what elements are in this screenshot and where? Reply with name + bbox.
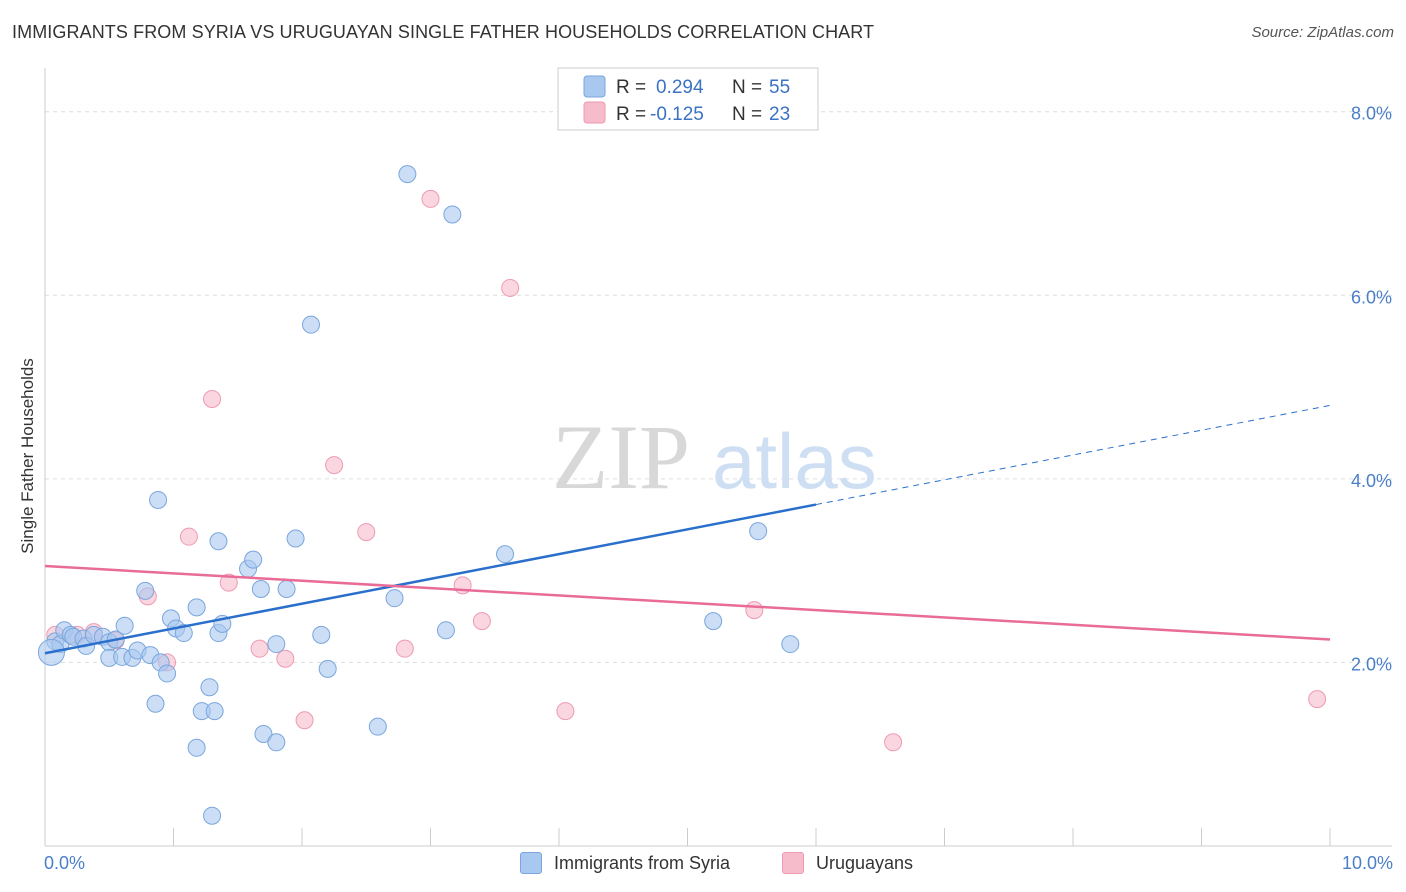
bottom-legend: Immigrants from Syria Uruguayans — [0, 850, 1406, 880]
bottom-legend-item-syria: Immigrants from Syria — [520, 852, 730, 874]
point-uruguayans-11 — [295, 711, 314, 730]
y-tick-label-0: 2.0% — [1351, 654, 1392, 674]
point-syria-34 — [277, 580, 296, 598]
trend-lines — [44, 404, 1331, 655]
point-syria-32 — [251, 580, 270, 598]
tick-labels: 2.0% 4.0% 6.0% 8.0% 0.0% 10.0% — [44, 104, 1393, 873]
watermark: ZIP atlas — [552, 406, 877, 508]
point-syria-24 — [187, 598, 206, 617]
point-syria-23 — [174, 624, 193, 643]
point-uruguayans-20 — [745, 601, 764, 620]
bottom-legend-label-syria: Immigrants from Syria — [554, 852, 731, 873]
legend-swatch-uruguayans — [583, 101, 606, 124]
point-syria-41 — [398, 165, 417, 184]
bottom-legend-swatch-uruguayans — [782, 852, 804, 874]
point-syria-20 — [158, 664, 177, 683]
point-syria-47 — [781, 635, 800, 654]
point-uruguayans-22 — [1308, 690, 1327, 709]
legend-swatch-syria — [583, 75, 606, 98]
point-syria-48 — [146, 694, 165, 713]
x-tick-label-0: 0.0% — [44, 853, 85, 873]
point-uruguayans-14 — [395, 639, 414, 658]
point-uruguayans-9 — [250, 639, 269, 658]
point-syria-42 — [436, 621, 455, 640]
trend-line-syria-extension — [815, 404, 1331, 506]
legend-n-value-syria: 55 — [769, 77, 790, 98]
point-syria-25 — [200, 678, 219, 697]
point-uruguayans-19 — [556, 702, 575, 721]
y-tick-label-1: 4.0% — [1351, 471, 1392, 491]
point-uruguayans-13 — [357, 523, 376, 542]
trend-line-syria — [44, 503, 817, 655]
series-syria — [37, 165, 800, 825]
point-uruguayans-18 — [501, 278, 520, 297]
point-syria-18 — [149, 490, 168, 509]
point-syria-39 — [368, 717, 387, 736]
correlation-legend: R = 0.294 N = 55 R = -0.125 N = 23 — [557, 67, 819, 131]
point-syria-40 — [385, 589, 404, 608]
point-uruguayans-15 — [421, 189, 440, 208]
legend-r-value-syria: 0.294 — [656, 77, 704, 98]
point-syria-53 — [203, 806, 222, 825]
point-syria-50 — [187, 738, 206, 757]
point-syria-33 — [267, 635, 286, 654]
point-syria-44 — [496, 545, 515, 564]
grid-lines — [45, 111, 1392, 663]
point-uruguayans-12 — [325, 456, 344, 475]
point-syria-46 — [749, 522, 768, 541]
point-uruguayans-8 — [219, 573, 238, 592]
legend-n-label-syria: N = — [732, 77, 762, 98]
y-tick-label-2: 6.0% — [1351, 287, 1392, 307]
watermark-atlas: atlas — [712, 417, 877, 505]
point-syria-27 — [209, 532, 228, 551]
point-syria-35 — [286, 529, 305, 548]
bottom-legend-swatch-syria — [520, 852, 542, 874]
point-syria-36 — [301, 315, 320, 334]
point-syria-31 — [244, 550, 263, 569]
point-syria-16 — [136, 581, 155, 600]
y-tick-label-3: 8.0% — [1351, 104, 1392, 124]
source-label: Source: ZipAtlas.com — [1251, 24, 1394, 41]
point-syria-38 — [318, 659, 337, 678]
bottom-legend-item-uruguayans: Uruguayans — [782, 852, 913, 874]
point-uruguayans-7 — [203, 390, 222, 409]
bottom-legend-label-uruguayans: Uruguayans — [816, 852, 914, 873]
legend-r-label-syria: R = — [616, 77, 646, 98]
point-uruguayans-17 — [472, 612, 491, 631]
point-uruguayans-21 — [884, 733, 903, 752]
x-tick-label-1: 10.0% — [1342, 853, 1393, 873]
legend-r-label-uruguayans: R = — [616, 104, 646, 125]
legend-n-label-uruguayans: N = — [732, 104, 762, 125]
point-uruguayans-6 — [179, 527, 198, 546]
axes — [44, 68, 1392, 847]
point-syria-37 — [312, 625, 331, 644]
legend-r-value-uruguayans: -0.125 — [650, 104, 704, 125]
point-uruguayans-10 — [276, 649, 295, 668]
chart-title: IMMIGRANTS FROM SYRIA VS URUGUAYAN SINGL… — [12, 22, 875, 42]
point-syria-49 — [205, 702, 224, 721]
watermark-zip: ZIP — [552, 406, 690, 508]
point-syria-13 — [115, 616, 134, 635]
trend-line-uruguayans — [44, 564, 1331, 641]
point-syria-52 — [267, 733, 286, 752]
legend-n-value-uruguayans: 23 — [769, 104, 790, 125]
point-syria-43 — [443, 205, 462, 224]
point-syria-51 — [254, 725, 273, 744]
point-syria-45 — [704, 612, 723, 631]
